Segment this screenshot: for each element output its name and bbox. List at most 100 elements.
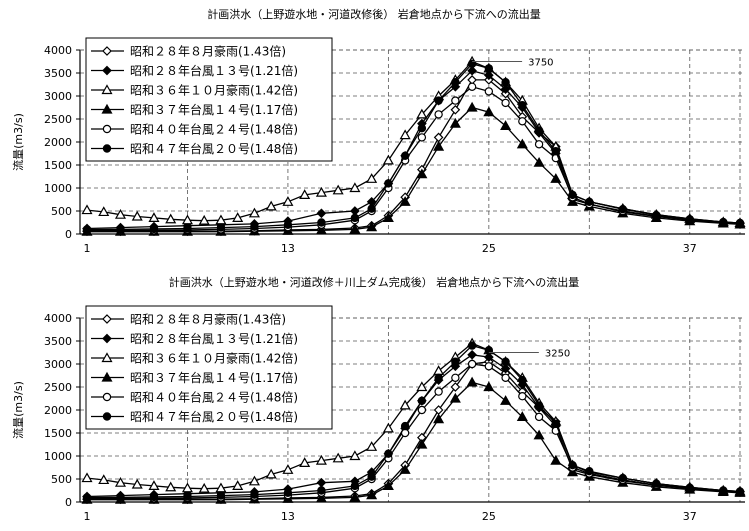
data-point-series-2	[366, 441, 378, 451]
x-tick-label: 25	[482, 510, 496, 523]
legend-entry: 昭和３６年１０月豪雨(1.42倍)	[130, 83, 298, 98]
data-point-series-2	[299, 189, 311, 199]
data-point-series-5	[467, 59, 477, 69]
y-tick-label: 500	[51, 205, 72, 218]
data-point-series-2	[315, 186, 327, 197]
data-point-series-5	[467, 341, 477, 350]
data-point-series-2	[232, 480, 244, 490]
data-point-series-4	[501, 98, 510, 108]
peak-annotation: 3250	[545, 349, 570, 360]
data-point-series-5	[551, 146, 561, 156]
data-point-series-5	[82, 225, 92, 234]
data-point-series-4	[417, 405, 427, 415]
series-line-3	[87, 106, 741, 233]
data-point-series-1	[483, 352, 494, 362]
data-point-series-2	[399, 129, 411, 140]
legend-marker	[101, 103, 113, 114]
data-point-series-2	[198, 214, 210, 225]
data-point-series-3	[550, 173, 562, 183]
data-point-series-2	[165, 213, 177, 224]
data-point-series-3	[315, 224, 327, 235]
data-point-series-4	[434, 110, 443, 119]
data-point-series-3	[533, 429, 545, 440]
data-point-series-5	[484, 64, 494, 73]
y-tick-label: 3000	[44, 90, 72, 103]
series-line-5	[87, 63, 741, 231]
y-tick-label: 3500	[44, 335, 72, 348]
data-point-series-5	[685, 215, 694, 224]
data-point-series-2	[98, 474, 110, 485]
legend-entry: 昭和２８年８月豪雨(1.43倍)	[130, 312, 286, 327]
chart-title: 計画洪水（上野遊水地・河道改修後） 岩倉地点から下流への流出量	[207, 7, 541, 21]
series-line-4	[87, 363, 741, 499]
data-point-series-3	[500, 120, 512, 130]
legend-entry: 昭和４７年台風２０号(1.48倍)	[130, 409, 298, 424]
legend-marker	[102, 314, 112, 324]
data-point-series-2	[399, 399, 411, 410]
data-point-series-3	[366, 221, 378, 232]
data-point-series-3	[315, 492, 327, 503]
data-point-series-2	[81, 472, 93, 483]
data-point-series-3	[349, 491, 361, 502]
legend-marker	[102, 65, 112, 76]
chart-panel-upper: 計画洪水（上野遊水地・河道改修後） 岩倉地点から下流への流出量 0 500 1000 1…	[0, 0, 749, 263]
data-point-series-5	[534, 126, 544, 135]
data-point-series-4	[501, 373, 510, 383]
data-point-series-1	[467, 349, 477, 360]
data-point-series-5	[618, 204, 627, 214]
legend-marker	[101, 371, 113, 382]
data-point-series-3	[399, 464, 411, 474]
data-point-series-5	[568, 460, 577, 470]
data-point-series-4	[451, 373, 460, 383]
data-point-series-2	[114, 476, 127, 487]
chart-title: 計画洪水（上野遊水地・河道改修＋川上ダム完成後） 岩倉地点から下流への流出量	[169, 275, 580, 289]
data-point-series-3	[433, 140, 445, 151]
data-point-series-5	[652, 210, 661, 220]
y-tick-label: 2500	[44, 381, 72, 394]
data-point-series-3	[416, 168, 428, 179]
data-point-series-2	[315, 454, 327, 465]
data-point-series-5	[350, 213, 360, 223]
data-point-series-5	[585, 197, 594, 206]
data-point-series-5	[719, 217, 728, 227]
data-point-series-2	[282, 464, 294, 474]
y-axis-label: 流量(m3/s)	[11, 113, 25, 171]
data-point-series-1	[316, 477, 327, 488]
legend-entry: 昭和３７年台風１４号(1.17倍)	[130, 102, 298, 117]
data-point-series-4	[467, 82, 477, 92]
data-point-series-1	[483, 70, 494, 81]
data-point-series-2	[98, 206, 110, 217]
data-point-series-2	[131, 478, 143, 489]
series-5	[82, 341, 745, 502]
data-point-series-5	[501, 357, 510, 366]
data-point-series-5	[367, 204, 376, 213]
y-tick-label: 2000	[44, 136, 72, 149]
data-point-series-4	[484, 87, 494, 96]
data-point-series-2	[131, 210, 143, 221]
data-point-series-3	[466, 376, 478, 387]
data-point-series-1	[500, 84, 511, 94]
data-point-series-2	[349, 450, 361, 461]
y-tick-label: 1500	[44, 159, 72, 172]
y-axis-label: 流量(m3/s)	[11, 381, 25, 439]
data-point-series-5	[183, 492, 192, 501]
y-tick-label: 4000	[44, 312, 72, 325]
data-point-series-3	[449, 117, 461, 128]
data-point-series-3	[500, 395, 512, 405]
data-point-series-2	[248, 475, 260, 486]
data-point-series-5	[400, 421, 410, 431]
data-point-series-0	[450, 104, 461, 115]
chart-lower: 計画洪水（上野遊水地・河道改修＋川上ダム完成後） 岩倉地点から下流への流出量 0 5…	[11, 275, 746, 523]
data-point-series-5	[501, 77, 510, 87]
data-point-series-5	[250, 490, 259, 499]
chart-upper: 計画洪水（上野遊水地・河道改修後） 岩倉地点から下流への流出量 0 500 1000 1…	[11, 7, 746, 255]
data-point-series-5	[434, 96, 443, 105]
y-tick-label: 2000	[44, 404, 72, 417]
x-tick-label: 25	[482, 242, 496, 255]
data-point-series-2	[282, 196, 294, 206]
data-point-series-4	[484, 362, 494, 371]
data-point-series-4	[451, 96, 460, 105]
y-tick-label: 1000	[44, 182, 72, 195]
data-point-series-2	[349, 182, 361, 193]
legend-entry: 昭和３７年台風１４号(1.17倍)	[130, 370, 298, 385]
